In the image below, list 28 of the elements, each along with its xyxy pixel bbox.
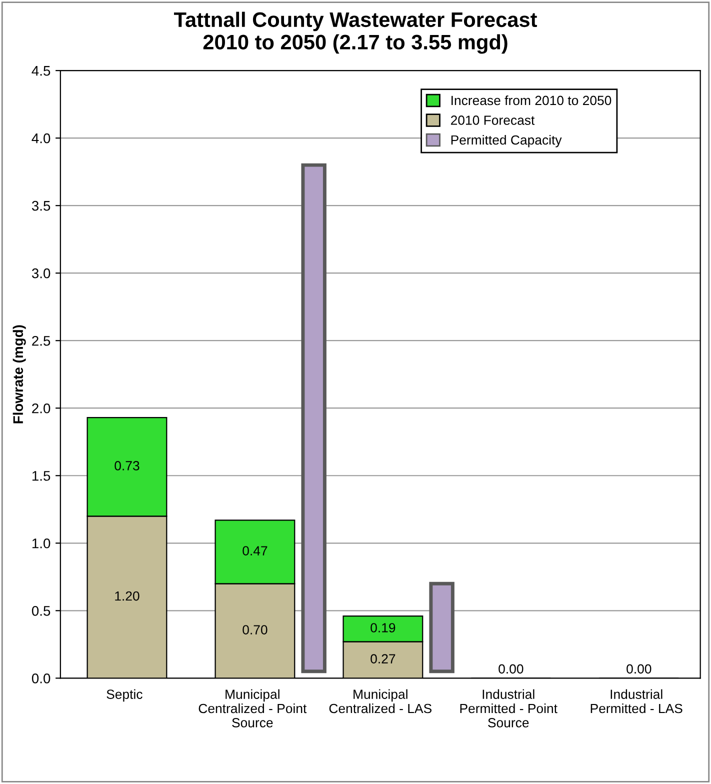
y-tick-label: 1.0: [32, 538, 50, 548]
x-tick-label: Municipal Centralized - LAS: [329, 689, 432, 714]
x-tick-label: Municipal Centralized - Point Source: [198, 689, 307, 728]
data-label: 0.00: [626, 664, 652, 674]
y-tick-label: 2.5: [32, 336, 50, 346]
data-label: 1.20: [115, 591, 140, 601]
legend-label: Increase from 2010 to 2050: [452, 95, 612, 106]
y-axis-title: Flowrate (mgd): [12, 325, 26, 424]
x-tick-label: Industrial Permitted - LAS: [590, 689, 682, 714]
data-label: 0.19: [370, 623, 396, 632]
y-tick-label: 4.5: [32, 66, 50, 76]
data-label: 0.47: [242, 546, 268, 556]
data-label: 0.00: [498, 664, 524, 674]
y-tick-label: 3.5: [32, 200, 50, 211]
data-label: 0.73: [114, 461, 140, 470]
y-tick-label: 3.0: [32, 268, 50, 278]
y-tick-label: 0.5: [32, 606, 50, 616]
chart-title: Tattnall County Wastewater Forecast 2010 to 2050 (2.17 to 3.55 mgd): [174, 12, 538, 54]
y-tick-label: 1.5: [32, 471, 50, 481]
legend-label: Permitted Capacity: [451, 134, 562, 148]
x-tick-label: Septic: [106, 689, 142, 702]
legend-label: 2010 Forecast: [450, 116, 535, 125]
y-tick-label: 0.0: [32, 673, 50, 684]
x-tick-label: Industrial Permitted - Point Source: [460, 689, 558, 728]
data-label: 0.70: [242, 625, 268, 634]
y-tick-label: 4.0: [32, 133, 50, 144]
y-tick-label: 2.0: [32, 403, 50, 414]
data-label: 0.27: [370, 654, 396, 664]
